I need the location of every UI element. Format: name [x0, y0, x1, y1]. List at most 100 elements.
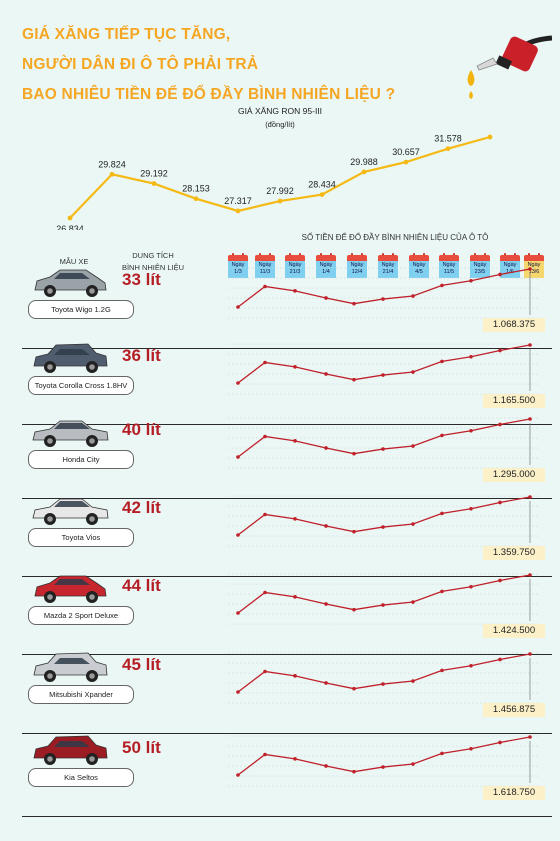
cost-point: [352, 301, 356, 306]
cost-point: [411, 370, 415, 374]
cost-point: [498, 272, 502, 277]
date-label: Ngày 1/3: [228, 261, 248, 278]
final-cost-label: 1.068.375: [483, 318, 545, 332]
cost-point: [381, 682, 385, 686]
cost-point: [236, 381, 240, 385]
car-row: Toyota Vios 42 lít 1.359.750: [0, 495, 560, 586]
header-cost-title: SỐ TIỀN ĐỂ ĐỔ ĐẦY BÌNH NHIÊN LIỆU CỦA Ô …: [301, 233, 489, 242]
title-line-3: BAO NHIÊU TIỀN ĐỂ ĐỔ ĐẦY BÌNH NHIÊN LIỆU…: [22, 86, 396, 103]
car-row: Toyota Corolla Cross 1.8HV 36 lít 1.165.50…: [0, 343, 560, 434]
title-line-2: NGƯỜI DÂN ĐI Ô TÔ PHẢI TRẢ: [22, 56, 259, 73]
tank-capacity: 42 lít: [122, 498, 161, 517]
sedan-icon: [30, 412, 110, 452]
hatchback-icon: [30, 262, 110, 302]
price-value-label: 30.657: [392, 147, 420, 157]
cost-point: [440, 751, 444, 756]
cost-point: [498, 657, 502, 662]
cost-point: [469, 278, 473, 283]
price-chart-title: GIÁ XĂNG RON 95-III: [237, 106, 323, 116]
cost-point: [236, 305, 240, 309]
cost-point: [236, 690, 240, 694]
date-label: Ngày 23/5: [470, 261, 490, 278]
final-cost-label: 1.165.500: [483, 394, 545, 408]
cost-point: [528, 573, 532, 577]
row-divider: [22, 424, 552, 425]
header-capacity-2: BÌNH NHIÊN LIỆU: [121, 263, 185, 272]
cost-point: [381, 525, 385, 529]
price-chart-unit: (đồng/lít): [265, 120, 295, 129]
price-point: [361, 169, 367, 175]
fuel-nozzle-icon: [467, 35, 552, 99]
suv-icon: [30, 730, 110, 770]
price-point: [151, 181, 157, 186]
cost-point: [440, 511, 444, 516]
tank-capacity: 33 lít: [122, 270, 161, 289]
final-cost-label: 1.295.000: [483, 468, 545, 482]
car-row: Mitsubishi Xpander 45 lít 1.456.875: [0, 652, 560, 743]
row-divider: [22, 576, 552, 577]
cost-point: [293, 674, 297, 678]
cost-point: [498, 578, 502, 583]
price-line-chart: 26.834 29.824 29.192 28.153 27.317 27.992 28.4…: [56, 130, 504, 230]
date-label: Ngày 4/5: [409, 261, 429, 278]
cost-point: [440, 589, 444, 594]
cost-point: [263, 669, 267, 674]
cost-point: [528, 267, 532, 271]
cost-point: [440, 359, 444, 364]
cost-point: [324, 681, 328, 685]
final-cost-label: 1.456.875: [483, 703, 545, 717]
cost-point: [528, 652, 532, 656]
car-name-label: Toyota Wigo 1.2G: [28, 300, 134, 319]
calendar-icon: Ngày 1/4: [316, 253, 336, 278]
calendar-icon: Ngày 1/3: [228, 253, 248, 278]
car-row: Mazda 2 Sport Deluxe 44 lít 1.424.500: [0, 573, 560, 664]
row-divider: [22, 816, 552, 817]
cost-line-chart: [228, 573, 538, 625]
cost-point: [528, 735, 532, 739]
calendar-icon: Ngày 11/5: [439, 253, 459, 278]
car-row: Honda City 40 lít 1.295.000: [0, 417, 560, 508]
cost-point: [411, 294, 415, 298]
calendar-icon: Ngày 23/5: [470, 253, 490, 278]
cost-point: [293, 289, 297, 293]
cost-point: [293, 757, 297, 761]
tank-capacity: 50 lít: [122, 738, 161, 757]
sedan-icon: [30, 490, 110, 530]
cost-point: [263, 512, 267, 517]
price-point: [319, 192, 325, 198]
cost-point: [381, 297, 385, 301]
tank-capacity: 36 lít: [122, 346, 161, 365]
calendar-icon: Ngày 11/3: [255, 253, 275, 278]
row-divider: [22, 348, 552, 349]
price-point: [235, 208, 241, 214]
hatchback-icon: [30, 568, 110, 608]
tank-capacity: 44 lít: [122, 576, 161, 595]
car-row: Toyota Wigo 1.2G 33 lít 1.068.375: [0, 267, 560, 358]
cost-line-chart: [228, 735, 538, 787]
final-cost-label: 1.424.500: [483, 624, 545, 638]
price-value-label: 32.375: [476, 130, 504, 132]
price-point: [487, 134, 493, 140]
cost-point: [381, 765, 385, 769]
cost-point: [411, 600, 415, 604]
cost-point: [236, 533, 240, 537]
cost-point: [469, 663, 473, 668]
cost-line-chart: [228, 652, 538, 704]
final-cost-label: 1.618.750: [483, 786, 545, 800]
price-value-label: 31.578: [434, 134, 462, 144]
cost-point: [440, 433, 444, 438]
cost-line-chart: [228, 417, 538, 469]
cost-point: [498, 422, 502, 427]
cost-point: [293, 439, 297, 443]
cost-point: [293, 595, 297, 599]
price-value-label: 29.192: [140, 169, 168, 179]
cost-line-chart: [228, 343, 538, 395]
cost-point: [411, 522, 415, 526]
cost-line-chart: [228, 495, 538, 547]
car-name-label: Mitsubishi Xpander: [28, 685, 134, 704]
suv-icon: [30, 338, 110, 378]
date-label: Ngày 11/5: [439, 261, 459, 278]
cost-point: [352, 377, 356, 382]
cost-point: [324, 296, 328, 300]
tank-capacity: 45 lít: [122, 655, 161, 674]
